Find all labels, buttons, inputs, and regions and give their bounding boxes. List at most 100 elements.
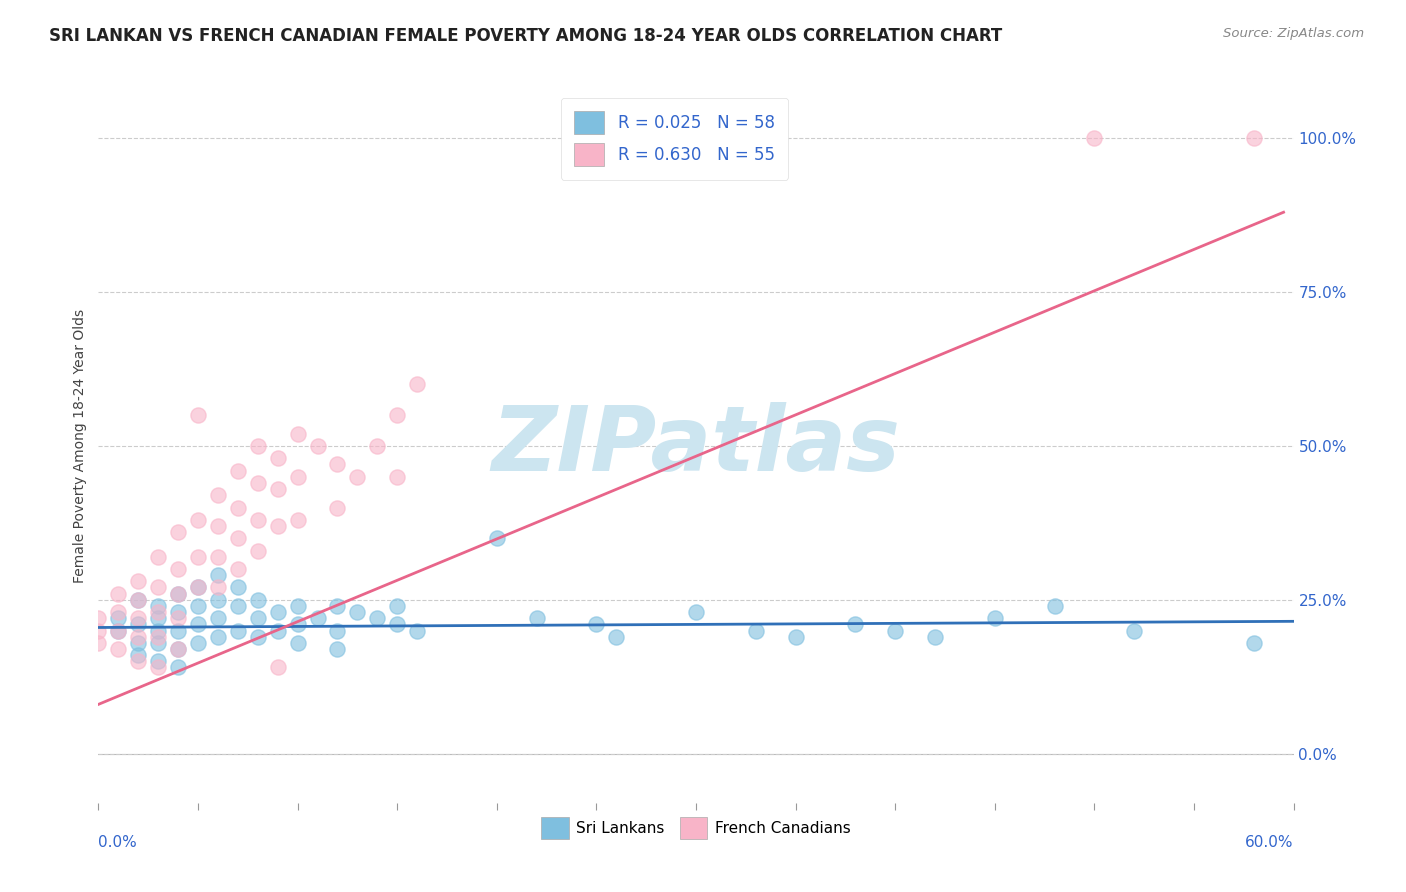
Point xyxy=(785,630,807,644)
Point xyxy=(385,617,409,632)
Point xyxy=(107,587,129,601)
Point xyxy=(307,611,329,625)
Point xyxy=(1123,624,1146,638)
Point xyxy=(1083,131,1105,145)
Point xyxy=(267,482,290,496)
Point xyxy=(127,617,149,632)
Point xyxy=(107,611,129,625)
Point xyxy=(167,642,190,657)
Point xyxy=(148,549,170,564)
Point xyxy=(246,439,269,453)
Point xyxy=(226,624,249,638)
Point xyxy=(984,611,1007,625)
Point xyxy=(127,636,149,650)
Point xyxy=(148,611,170,625)
Point xyxy=(148,581,170,595)
Point xyxy=(526,611,548,625)
Point xyxy=(326,500,349,515)
Point xyxy=(485,531,508,545)
Text: SRI LANKAN VS FRENCH CANADIAN FEMALE POVERTY AMONG 18-24 YEAR OLDS CORRELATION C: SRI LANKAN VS FRENCH CANADIAN FEMALE POV… xyxy=(49,27,1002,45)
Point xyxy=(207,549,229,564)
Point xyxy=(246,611,269,625)
Point xyxy=(226,599,249,613)
Point xyxy=(346,469,368,483)
Point xyxy=(127,592,149,607)
Point xyxy=(167,624,190,638)
Point xyxy=(148,624,170,638)
Point xyxy=(87,611,110,625)
Point xyxy=(148,660,170,674)
Point xyxy=(107,624,129,638)
Point xyxy=(585,617,607,632)
Point xyxy=(207,581,229,595)
Point xyxy=(148,636,170,650)
Point xyxy=(406,624,429,638)
Point xyxy=(346,605,368,619)
Point xyxy=(267,605,290,619)
Point xyxy=(287,599,309,613)
Point xyxy=(148,654,170,668)
Text: 60.0%: 60.0% xyxy=(1246,835,1294,850)
Point xyxy=(187,636,209,650)
Point xyxy=(366,439,388,453)
Legend: Sri Lankans, French Canadians: Sri Lankans, French Canadians xyxy=(536,811,856,845)
Point xyxy=(107,605,129,619)
Point xyxy=(127,630,149,644)
Point xyxy=(148,599,170,613)
Point xyxy=(107,624,129,638)
Point xyxy=(326,458,349,472)
Point xyxy=(1243,636,1265,650)
Point xyxy=(287,636,309,650)
Point xyxy=(385,599,409,613)
Point xyxy=(207,519,229,533)
Point xyxy=(226,531,249,545)
Point xyxy=(226,464,249,478)
Point xyxy=(207,488,229,502)
Point xyxy=(1043,599,1066,613)
Point xyxy=(745,624,768,638)
Point xyxy=(326,642,349,657)
Point xyxy=(148,630,170,644)
Point xyxy=(187,581,209,595)
Point xyxy=(167,605,190,619)
Point xyxy=(187,513,209,527)
Point xyxy=(924,630,946,644)
Point xyxy=(406,377,429,392)
Point xyxy=(207,630,229,644)
Point xyxy=(246,543,269,558)
Point xyxy=(366,611,388,625)
Point xyxy=(246,630,269,644)
Point xyxy=(605,630,627,644)
Point xyxy=(187,599,209,613)
Point xyxy=(326,599,349,613)
Point xyxy=(226,581,249,595)
Text: 0.0%: 0.0% xyxy=(98,835,138,850)
Y-axis label: Female Poverty Among 18-24 Year Olds: Female Poverty Among 18-24 Year Olds xyxy=(73,309,87,583)
Text: Source: ZipAtlas.com: Source: ZipAtlas.com xyxy=(1223,27,1364,40)
Point xyxy=(167,587,190,601)
Point xyxy=(127,648,149,662)
Point xyxy=(246,513,269,527)
Point xyxy=(167,642,190,657)
Point xyxy=(307,439,329,453)
Point xyxy=(685,605,707,619)
Point xyxy=(844,617,866,632)
Point xyxy=(127,592,149,607)
Point xyxy=(207,592,229,607)
Point xyxy=(167,660,190,674)
Point xyxy=(167,525,190,540)
Point xyxy=(87,636,110,650)
Point xyxy=(187,617,209,632)
Point xyxy=(207,611,229,625)
Point xyxy=(884,624,907,638)
Point xyxy=(1243,131,1265,145)
Point xyxy=(87,624,110,638)
Point xyxy=(167,587,190,601)
Point xyxy=(287,426,309,441)
Point xyxy=(127,654,149,668)
Point xyxy=(385,409,409,423)
Point xyxy=(267,519,290,533)
Point xyxy=(385,469,409,483)
Point xyxy=(107,642,129,657)
Point xyxy=(267,451,290,466)
